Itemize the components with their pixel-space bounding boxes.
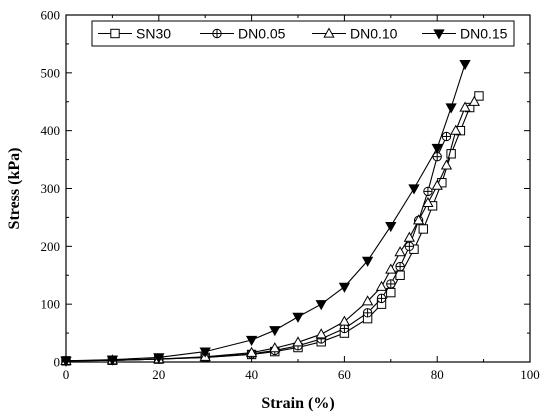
data-point-dn0-05 — [404, 241, 415, 252]
data-point-sn30 — [474, 91, 484, 101]
data-point-dn0-15 — [269, 326, 281, 337]
data-point-dn0-05 — [423, 186, 433, 197]
data-point-dn0-15 — [60, 356, 72, 367]
data-point-dn0-05 — [376, 293, 387, 304]
legend: SN30 DN0.05 DN0.10 DN0.15 — [91, 20, 515, 47]
y-tick-label: 500 — [41, 65, 61, 80]
data-point-dn0-10 — [440, 159, 453, 170]
y-tick-label: 200 — [41, 239, 61, 254]
data-point-dn0-10 — [245, 346, 258, 357]
data-point-dn0-15 — [431, 143, 443, 155]
data-point-dn0-10 — [431, 179, 443, 190]
legend-label: DN0.15 — [460, 26, 508, 42]
data-point-dn0-15 — [385, 221, 397, 233]
x-tick-label: 0 — [63, 367, 70, 382]
series-dn0-15 — [60, 60, 471, 367]
x-tick-label: 40 — [245, 367, 258, 382]
y-axis-title: Stress (kPa) — [6, 148, 23, 230]
data-point-dn0-15 — [199, 347, 211, 358]
data-point-dn0-10 — [459, 101, 471, 112]
data-point-sn30 — [386, 287, 396, 298]
data-point-dn0-15 — [292, 312, 304, 323]
legend-marker-dn0-10 — [323, 27, 335, 38]
data-point-dn0-15 — [408, 184, 420, 195]
legend-entry-sn30: SN30 — [98, 26, 171, 42]
data-point-dn0-15 — [361, 256, 374, 267]
data-point-dn0-15 — [459, 60, 471, 71]
legend-entry-dn0-15: DN0.15 — [422, 26, 508, 42]
legend-entry-dn0-05: DN0.05 — [200, 26, 286, 42]
data-point-dn0-15 — [153, 353, 165, 364]
data-point-dn0-05 — [386, 279, 396, 289]
legend-label: DN0.05 — [238, 26, 286, 42]
data-point-dn0-10 — [375, 280, 388, 291]
data-point-dn0-10 — [385, 263, 397, 274]
legend-entry-dn0-10: DN0.10 — [312, 26, 398, 42]
data-point-dn0-15 — [106, 355, 119, 366]
x-tick-label: 80 — [431, 367, 444, 382]
y-tick-label: 0 — [54, 355, 61, 370]
data-point-dn0-15 — [445, 103, 457, 114]
x-axis-title: Strain (%) — [261, 395, 334, 412]
legend-label: SN30 — [136, 26, 171, 42]
data-point-dn0-10 — [403, 231, 416, 242]
data-point-dn0-10 — [394, 246, 406, 257]
series-layer — [60, 60, 484, 367]
data-point-dn0-10 — [269, 342, 281, 353]
y-tick-label: 600 — [41, 8, 61, 23]
data-point-dn0-05 — [339, 323, 350, 334]
legend-label: DN0.10 — [350, 26, 398, 42]
y-axis-ticks: 0 100 200 300 400 500 600 — [41, 8, 530, 370]
data-point-dn0-10 — [412, 214, 425, 225]
y-tick-label: 400 — [41, 123, 61, 138]
data-point-sn30 — [418, 224, 428, 234]
y-tick-label: 100 — [41, 297, 61, 312]
data-point-dn0-05 — [362, 308, 373, 318]
data-point-dn0-10 — [292, 336, 304, 347]
data-point-dn0-10 — [361, 295, 374, 306]
data-point-dn0-05 — [441, 131, 452, 142]
x-tick-label: 100 — [520, 367, 540, 382]
data-point-dn0-15 — [245, 335, 258, 347]
data-point-dn0-15 — [315, 300, 327, 311]
legend-marker-dn0-05 — [212, 28, 222, 39]
data-point-dn0-10 — [468, 95, 480, 106]
data-point-dn0-05 — [395, 261, 405, 272]
legend-marker-dn0-15 — [433, 29, 445, 40]
data-point-sn30 — [446, 149, 456, 159]
x-tick-label: 60 — [338, 367, 351, 382]
y-tick-label: 300 — [41, 181, 61, 196]
data-point-dn0-10 — [450, 124, 462, 135]
data-point-dn0-15 — [338, 282, 351, 293]
data-point-dn0-10 — [315, 328, 327, 339]
data-point-dn0-10 — [338, 315, 351, 326]
x-tick-label: 20 — [152, 367, 165, 382]
legend-marker-sn30 — [110, 28, 120, 39]
data-point-dn0-10 — [422, 196, 434, 208]
